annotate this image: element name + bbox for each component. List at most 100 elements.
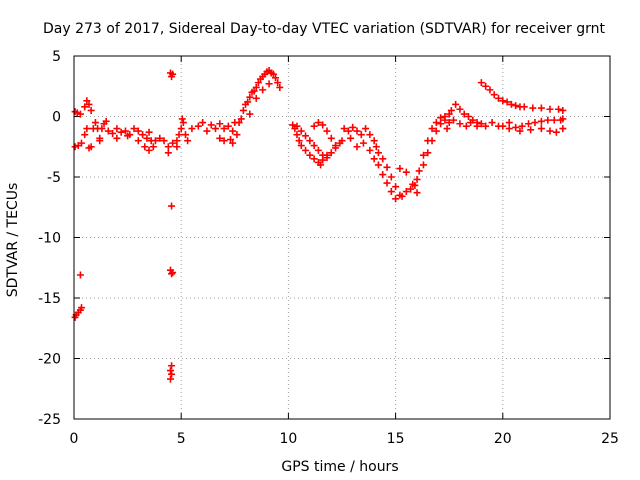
data-point bbox=[166, 367, 174, 375]
data-point bbox=[559, 106, 567, 114]
data-point bbox=[78, 304, 86, 312]
data-point bbox=[503, 98, 511, 106]
data-point bbox=[449, 116, 457, 124]
data-point bbox=[477, 79, 485, 87]
data-point bbox=[175, 131, 183, 139]
data-point bbox=[168, 202, 176, 210]
data-point bbox=[169, 70, 177, 78]
data-point bbox=[212, 125, 220, 133]
x-tick-label: 5 bbox=[177, 431, 186, 447]
data-point bbox=[353, 127, 361, 135]
data-point bbox=[349, 123, 357, 131]
data-point bbox=[512, 102, 520, 110]
data-point bbox=[447, 106, 455, 114]
data-point bbox=[462, 122, 470, 130]
data-point bbox=[347, 134, 355, 142]
data-point bbox=[537, 117, 545, 125]
data-point bbox=[402, 168, 410, 176]
data-point bbox=[81, 103, 89, 111]
data-point bbox=[516, 127, 524, 135]
data-point bbox=[486, 86, 494, 94]
data-point bbox=[289, 121, 297, 129]
data-point bbox=[87, 106, 95, 114]
data-point bbox=[166, 375, 174, 383]
data-point bbox=[124, 132, 132, 140]
data-point bbox=[452, 100, 460, 108]
data-point bbox=[374, 161, 382, 169]
data-point bbox=[437, 114, 445, 122]
data-points bbox=[71, 67, 567, 383]
data-point bbox=[83, 97, 91, 105]
data-point bbox=[366, 146, 374, 154]
data-point bbox=[529, 104, 537, 112]
y-tick-label: -25 bbox=[38, 412, 61, 428]
data-point bbox=[117, 128, 125, 136]
data-point bbox=[323, 127, 331, 135]
data-point bbox=[149, 143, 157, 151]
data-point bbox=[168, 370, 176, 378]
data-point bbox=[518, 122, 526, 130]
data-point bbox=[544, 116, 552, 124]
data-point bbox=[274, 79, 282, 87]
data-point bbox=[499, 97, 507, 105]
data-point bbox=[81, 131, 89, 139]
data-point bbox=[216, 134, 224, 142]
data-point bbox=[181, 131, 189, 139]
data-point bbox=[184, 137, 192, 145]
data-point bbox=[359, 139, 367, 147]
data-point bbox=[224, 122, 232, 130]
y-axis-label: SDTVAR / TECUs bbox=[5, 183, 21, 298]
data-point bbox=[428, 125, 436, 133]
data-point bbox=[550, 116, 558, 124]
data-point bbox=[246, 110, 254, 118]
data-point bbox=[387, 173, 395, 181]
data-point bbox=[252, 94, 260, 102]
data-point bbox=[527, 126, 535, 134]
data-point bbox=[121, 127, 129, 135]
data-point bbox=[332, 142, 340, 150]
data-point bbox=[537, 125, 545, 133]
data-point bbox=[392, 183, 400, 191]
y-tick-label: -10 bbox=[38, 231, 61, 247]
data-point bbox=[362, 125, 370, 133]
data-point bbox=[83, 125, 91, 133]
data-point bbox=[168, 270, 176, 278]
data-point bbox=[164, 149, 172, 157]
data-point bbox=[456, 105, 464, 113]
data-point bbox=[160, 137, 168, 145]
data-point bbox=[173, 137, 181, 145]
data-point bbox=[220, 125, 228, 133]
data-point bbox=[467, 119, 475, 127]
data-point bbox=[134, 127, 142, 135]
x-tick-label: 20 bbox=[494, 431, 512, 447]
data-point bbox=[415, 167, 423, 175]
x-tick-label: 15 bbox=[387, 431, 405, 447]
data-point bbox=[383, 163, 391, 171]
data-point bbox=[353, 143, 361, 151]
data-point bbox=[428, 137, 436, 145]
chart-title: Day 273 of 2017, Sidereal Day-to-day VTE… bbox=[43, 21, 605, 37]
data-point bbox=[272, 74, 280, 82]
data-point bbox=[306, 137, 314, 145]
data-point bbox=[216, 120, 224, 128]
data-point bbox=[306, 151, 314, 159]
x-tick-label: 10 bbox=[279, 431, 297, 447]
data-point bbox=[383, 179, 391, 187]
data-point bbox=[169, 269, 177, 277]
data-point bbox=[413, 175, 421, 183]
data-point bbox=[104, 127, 112, 135]
x-tick-label: 25 bbox=[601, 431, 619, 447]
data-point bbox=[109, 129, 117, 137]
data-point bbox=[445, 110, 453, 118]
data-point bbox=[310, 142, 318, 150]
data-point bbox=[246, 93, 254, 101]
data-point bbox=[85, 100, 93, 108]
data-point bbox=[276, 83, 284, 91]
y-tick-label: -15 bbox=[38, 291, 61, 307]
data-point bbox=[145, 146, 153, 154]
data-point bbox=[143, 134, 151, 142]
data-point bbox=[505, 125, 513, 133]
data-point bbox=[546, 105, 554, 113]
data-point bbox=[194, 122, 202, 130]
